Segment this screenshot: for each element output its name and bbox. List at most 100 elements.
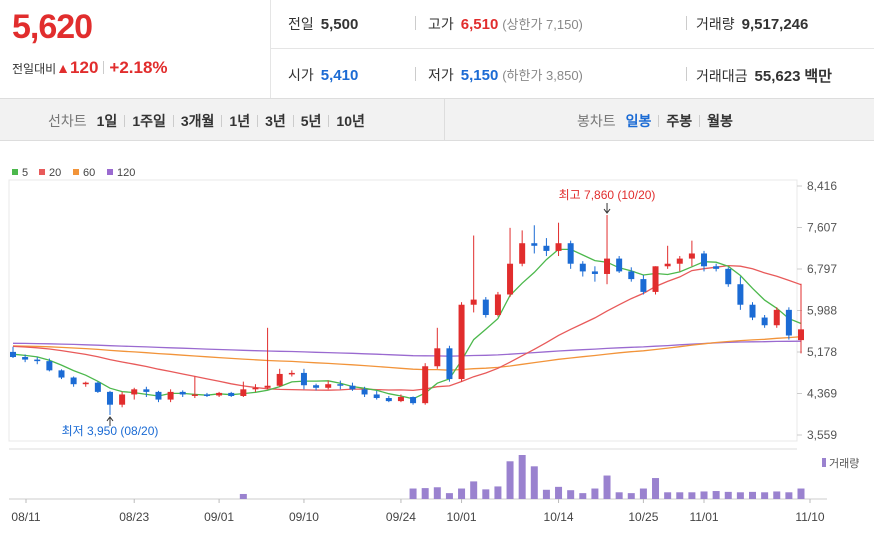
candle-body: [470, 299, 477, 305]
candle-body: [385, 398, 392, 402]
volume-bar: [749, 491, 757, 499]
line-chart-tabs: 선차트 1일 1주일 3개월 1년 3년 5년 10년: [48, 111, 365, 131]
tab-monthly[interactable]: 월봉: [707, 113, 733, 129]
candle-body: [628, 271, 635, 280]
candle-chart-title: 봉차트: [577, 113, 616, 129]
high-price: 고가 6,510 (상한가 7,150): [428, 16, 583, 33]
candle-body: [616, 258, 623, 272]
volume-bar: [433, 487, 441, 499]
change-percent: +2.18%: [109, 58, 168, 77]
candle-body: [46, 361, 53, 371]
candle-body: [167, 391, 174, 400]
legend-swatch-20: [39, 169, 45, 175]
candle-body: [458, 304, 465, 380]
candle-body: [313, 385, 320, 388]
candle-body: [664, 263, 671, 267]
candle-body: [203, 394, 210, 396]
volume-bar: [712, 491, 720, 499]
volume-bar: [518, 455, 526, 499]
legend-swatch-60: [73, 169, 79, 175]
candle-body: [761, 317, 768, 326]
candle-body: [604, 258, 611, 274]
divider: [444, 99, 445, 140]
volume-legend-label: 거래량: [829, 457, 859, 470]
volume-bar: [785, 492, 793, 499]
open-price: 시가 5,410: [288, 67, 359, 84]
price-box: 5,620 전일대비▲120 +2.18%: [0, 0, 270, 98]
plot-frame: [8, 179, 798, 442]
candle-body: [531, 243, 538, 246]
tab-1y[interactable]: 1년: [229, 113, 251, 129]
volume-bar: [567, 490, 575, 499]
candle-body: [70, 377, 77, 385]
candle-body: [191, 394, 198, 396]
volume-bar: [773, 491, 781, 499]
candle-body: [543, 245, 550, 251]
candle-body: [434, 348, 441, 367]
tab-daily[interactable]: 일봉: [625, 113, 652, 129]
candle-body: [58, 370, 65, 378]
divider: [415, 67, 416, 81]
x-tick-label: 09/10: [289, 510, 319, 524]
down-arrow-icon: [603, 203, 611, 214]
divider: [415, 16, 416, 30]
legend-swatch-5: [12, 169, 18, 175]
max-price-annotation: 최고 7,860 (10/20): [559, 188, 656, 202]
volume-bar: [494, 486, 502, 499]
candle-body: [276, 373, 283, 386]
change-row: 전일대비▲120 +2.18%: [12, 58, 168, 78]
candle-body: [82, 382, 89, 385]
change-label: 전일대비: [12, 62, 57, 76]
ma-20-line: [12, 264, 802, 392]
ma-5-line: [12, 248, 802, 400]
candle-body: [131, 389, 138, 395]
candle-body: [737, 284, 744, 305]
tab-5y[interactable]: 5년: [300, 113, 322, 129]
tab-1d[interactable]: 1일: [96, 113, 118, 129]
tab-1w[interactable]: 1주일: [132, 113, 166, 129]
candle-body: [34, 359, 41, 362]
volume-bar: [409, 488, 417, 499]
candle-body: [688, 253, 695, 259]
volume-bar: [688, 492, 696, 499]
current-price: 5,620: [12, 8, 93, 46]
divider: [103, 61, 105, 74]
candle-body: [555, 243, 562, 251]
trade-amount: 거래대금 55,623 백만: [696, 68, 832, 85]
tab-weekly[interactable]: 주봉: [666, 113, 693, 129]
candle-chart-tabs: 봉차트 일봉 주봉 월봉: [577, 111, 733, 131]
candle-body: [446, 348, 453, 380]
legend-label-60: 60: [83, 167, 95, 179]
tab-3m[interactable]: 3개월: [180, 113, 215, 129]
candle-body: [410, 397, 417, 404]
y-tick-label: 4,369: [807, 387, 837, 401]
candle-body: [361, 389, 368, 395]
divider: [686, 67, 687, 81]
candle-body: [119, 394, 126, 405]
volume-bar: [761, 492, 769, 499]
candle-body: [725, 268, 732, 285]
up-arrow-icon: [106, 416, 114, 426]
x-tick-label: 09/01: [204, 510, 234, 524]
x-tick-label: 11/01: [689, 510, 718, 524]
candle-body: [179, 391, 186, 395]
candle-body: [640, 279, 647, 292]
tab-3y[interactable]: 3년: [265, 113, 286, 129]
volume-bar: [797, 488, 805, 499]
y-tick-label: 5,178: [807, 345, 837, 359]
candle-body: [701, 253, 708, 267]
candle-body: [422, 366, 429, 404]
divider: [686, 16, 687, 30]
up-triangle-icon: ▲: [56, 60, 71, 76]
volume-bar: [579, 493, 587, 499]
x-tick-label: 10/14: [544, 510, 574, 524]
volume-bar: [421, 488, 429, 499]
volume-bar: [664, 492, 672, 499]
candle-body: [216, 392, 223, 396]
y-tick-label: 8,416: [807, 179, 837, 193]
candle-body: [373, 394, 380, 399]
tab-10y[interactable]: 10년: [336, 113, 365, 129]
x-tick-label: 08/23: [119, 510, 149, 524]
candle-body: [713, 266, 720, 269]
y-tick-label: 3,559: [807, 428, 837, 442]
